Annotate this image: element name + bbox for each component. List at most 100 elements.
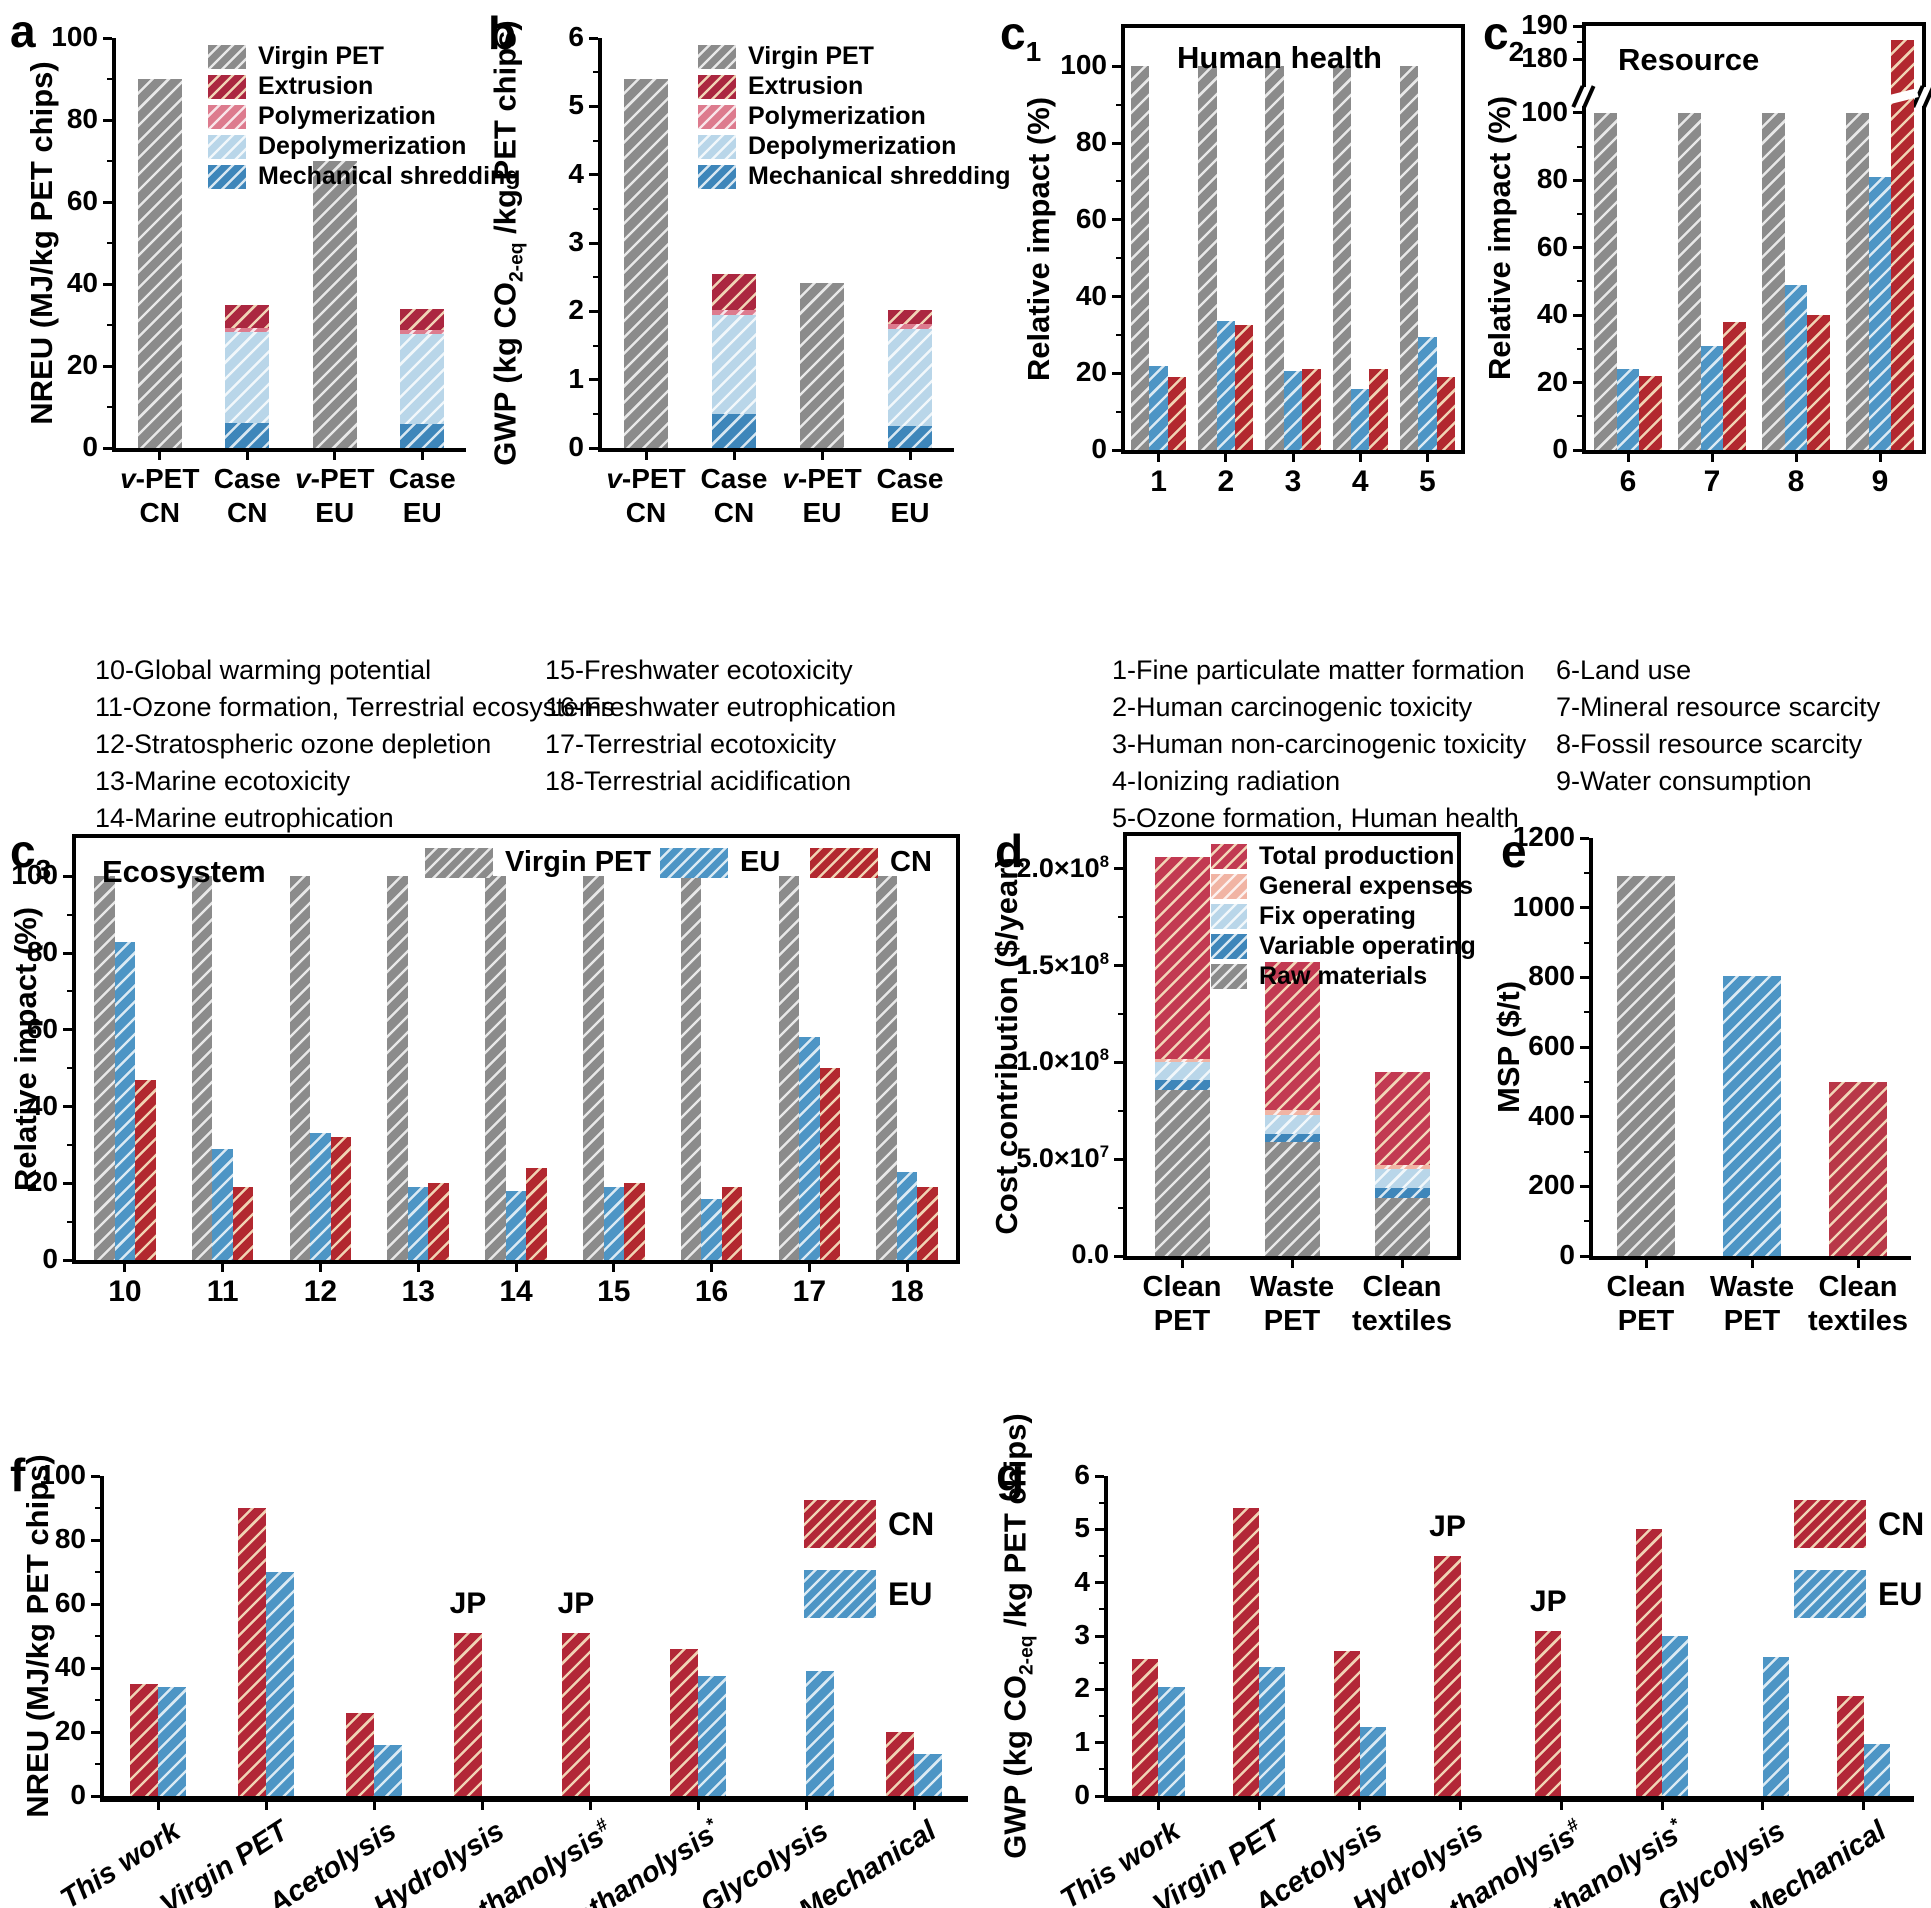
y-tick bbox=[1573, 313, 1582, 317]
chart-msp: 0 200 400 600 800 1000 1200 MSP ($/t) Clean PET Wa… bbox=[1475, 821, 1931, 1477]
y-axis-label: NREU (MJ/kg PET chips) bbox=[20, 1454, 55, 1818]
x-tick-label: Case CN bbox=[700, 463, 768, 528]
bar-eu bbox=[1158, 1687, 1185, 1796]
legend-label: Mechanical shredding bbox=[748, 162, 1011, 190]
impact-list: 6-Land use 7-Mineral resource scarcity 8-F… bbox=[1556, 652, 1880, 800]
x-tick-label: 10 bbox=[108, 1275, 142, 1308]
y-tick-label: 2.0×108 bbox=[1016, 851, 1109, 883]
y-tick bbox=[1095, 1474, 1104, 1478]
plot-area: 0 20 40 60 80 100 180 190 Relative impact (%) 6 7 8… bbox=[1482, 9, 1931, 498]
bar-eu bbox=[1359, 1726, 1387, 1796]
y-tick bbox=[589, 446, 598, 450]
y-axis bbox=[72, 834, 76, 1264]
x-tick bbox=[221, 1264, 225, 1272]
bar-eu bbox=[1259, 1666, 1286, 1796]
legend-swatch bbox=[698, 104, 736, 129]
y-tick-label: 40 bbox=[26, 1089, 58, 1121]
legend-swatch bbox=[804, 1570, 876, 1618]
bar-annotation: JP bbox=[557, 1586, 595, 1620]
x-tick bbox=[420, 452, 424, 460]
top-frame bbox=[1582, 22, 1926, 26]
x-tick bbox=[1750, 1260, 1754, 1268]
bar-segment-total-production bbox=[1374, 1072, 1430, 1166]
bar-segment-virgin-pet bbox=[137, 79, 182, 448]
bar-segment-depolymerization bbox=[400, 334, 445, 424]
right-frame bbox=[956, 834, 960, 1264]
chart-resource: 0 20 40 60 80 100 180 190 Relative impact (%) 6 7 8… bbox=[1480, 8, 1931, 653]
legend-item: Virgin PET bbox=[208, 42, 384, 71]
y-minor-tick bbox=[95, 1763, 100, 1765]
bar-virgin-pet bbox=[1332, 66, 1351, 450]
x-tick bbox=[912, 1802, 916, 1810]
y-minor-tick bbox=[1099, 1501, 1104, 1504]
y-minor-tick bbox=[593, 276, 598, 279]
y-tick bbox=[589, 104, 598, 108]
y-minor-tick bbox=[1099, 1661, 1104, 1664]
y-tick-label: 1000 bbox=[1512, 890, 1575, 922]
y-tick bbox=[1095, 1741, 1104, 1745]
bar-virgin-pet bbox=[1265, 66, 1284, 450]
legend-item: Virgin PET bbox=[425, 846, 651, 879]
bar-segment-mechanical-shredding bbox=[225, 423, 270, 448]
legend-swatch bbox=[1794, 1500, 1866, 1548]
y-tick-label: 600 bbox=[1528, 1030, 1575, 1061]
y-tick-label: 400 bbox=[1528, 1099, 1575, 1131]
bar-cn bbox=[1535, 1630, 1562, 1796]
chart-nreu-cases: 0 20 40 60 80 100 NREU (MJ/kg PET chips) v-PET C… bbox=[10, 8, 521, 653]
plot-area: 0 1 2 3 4 5 6 GWP (kg CO2-eq /kg PET chips) JP JP… bbox=[997, 1413, 1924, 1908]
bar-segment-depolymerization bbox=[225, 331, 270, 424]
x-tick bbox=[1710, 454, 1714, 462]
x-tick-label: Clean textiles bbox=[1808, 1271, 1908, 1337]
x-tick-label: 6 bbox=[1619, 465, 1637, 498]
bar-cn bbox=[819, 1068, 841, 1260]
legend-swatch bbox=[698, 74, 736, 99]
x-tick bbox=[1878, 454, 1882, 462]
legend-label: Variable operating bbox=[1259, 932, 1476, 960]
bar-eu bbox=[701, 1198, 722, 1260]
y-tick-label: 20 bbox=[1536, 365, 1568, 397]
y-tick bbox=[91, 1794, 100, 1798]
x-tick-label: Clean textiles bbox=[1352, 1271, 1452, 1337]
bar-eu bbox=[1351, 388, 1370, 450]
legend-swatch bbox=[208, 134, 246, 159]
panel-b: b 0 1 2 3 4 5 6 GWP (kg CO2-eq /kg PET chips) v-… bbox=[478, 8, 1010, 653]
panel-letter-c3: c3 bbox=[10, 825, 52, 885]
y-tick-label: 180 bbox=[1521, 42, 1568, 74]
x-tick-label: Waste PET bbox=[1709, 1271, 1795, 1337]
y-axis bbox=[100, 1476, 104, 1802]
y-minor-tick bbox=[1577, 213, 1582, 216]
y-minor-tick bbox=[67, 1143, 72, 1146]
panel-letter-g: g bbox=[996, 1449, 1025, 1501]
x-tick bbox=[1157, 454, 1161, 462]
legend-swatch bbox=[208, 74, 246, 99]
legend-swatch bbox=[1211, 904, 1247, 929]
bar-virgin-pet bbox=[94, 876, 115, 1260]
bar-cn bbox=[345, 1712, 374, 1796]
x-tick bbox=[807, 1264, 811, 1272]
x-tick-label: 13 bbox=[401, 1275, 435, 1308]
y-tick bbox=[589, 309, 598, 313]
bar-segment-raw-materials bbox=[1264, 1141, 1320, 1256]
legend-item: Mechanical shredding bbox=[208, 162, 521, 191]
bar-cn bbox=[1635, 1529, 1663, 1796]
panel-c3: c3 0 20 40 60 80 100 Relative impact (%) 10 11 12… bbox=[8, 822, 975, 1470]
bar-cn bbox=[1132, 1658, 1159, 1796]
x-tick-label: 18 bbox=[890, 1275, 924, 1308]
x-tick-label: 8 bbox=[1787, 465, 1805, 498]
legend-label: Depolymerization bbox=[748, 132, 957, 160]
y-minor-tick bbox=[107, 406, 112, 408]
bar-segment-fix-operating bbox=[1374, 1168, 1430, 1189]
panel-letter-e: e bbox=[1501, 825, 1527, 877]
legend-swatch bbox=[698, 164, 736, 189]
bar-annotation: JP bbox=[1429, 1510, 1466, 1543]
chart-gwp-cases: 0 1 2 3 4 5 6 GWP (kg CO2-eq /kg PET chips) v-PE… bbox=[478, 8, 1010, 653]
bar-cn bbox=[1232, 1508, 1260, 1796]
impact-list-item: 10-Global warming potential bbox=[95, 655, 432, 685]
y-tick bbox=[103, 364, 112, 368]
y-tick-label: 100 bbox=[1521, 95, 1568, 127]
x-tick bbox=[710, 1264, 714, 1272]
y-tick-label: 0 bbox=[568, 431, 584, 462]
y-tick-label: 4 bbox=[1074, 1565, 1090, 1597]
y-tick bbox=[1573, 246, 1582, 250]
